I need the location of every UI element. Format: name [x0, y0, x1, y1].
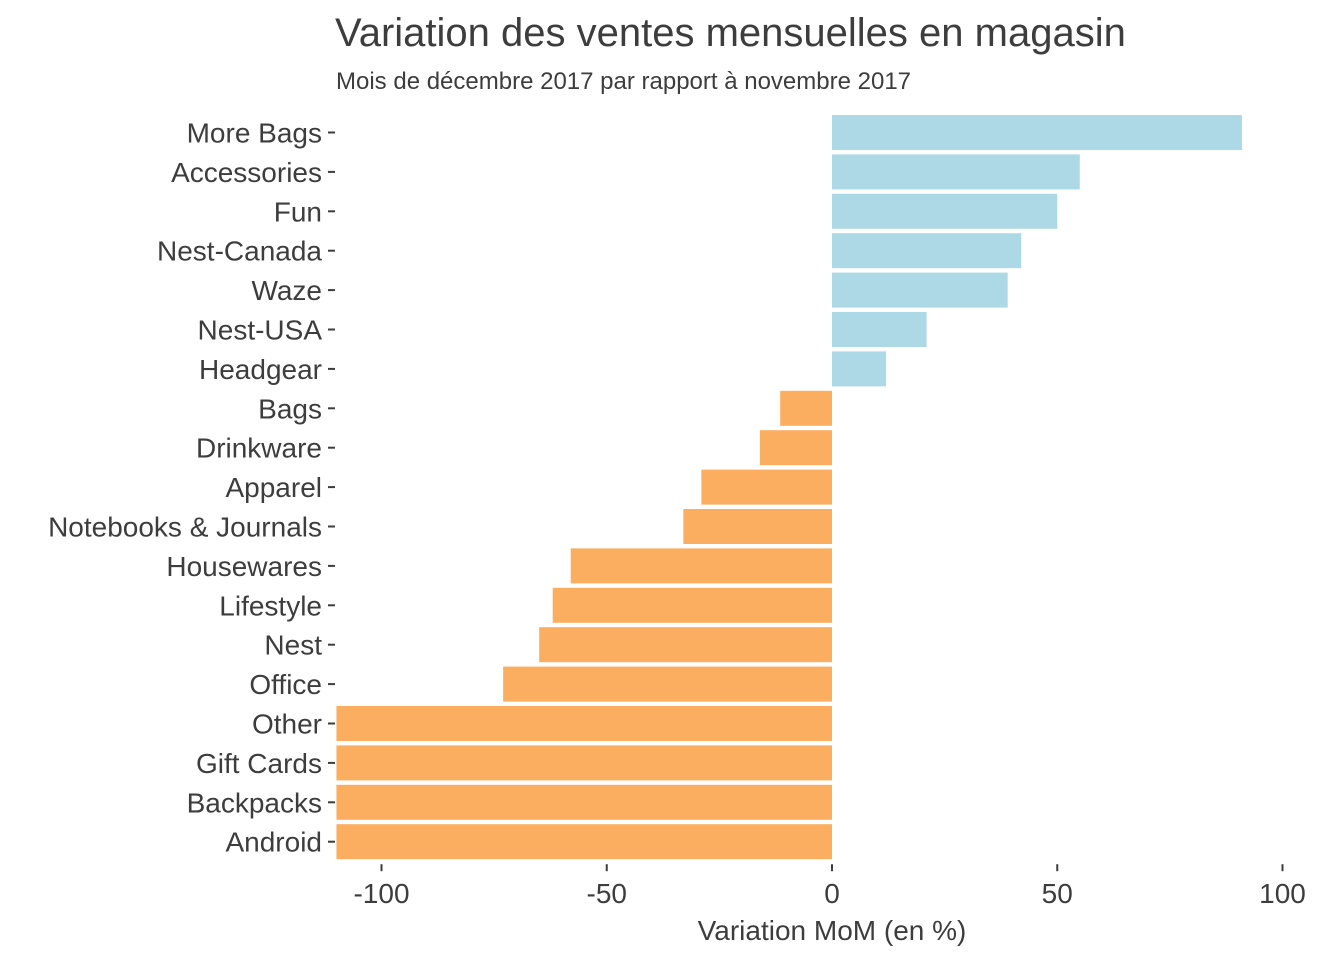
category-label-other: Other [252, 709, 322, 740]
chart-title: Variation des ventes mensuelles en magas… [335, 11, 1126, 55]
bar-office [503, 666, 832, 702]
bar-android [336, 824, 832, 860]
chart-subtitle: Mois de décembre 2017 par rapport à nove… [336, 68, 911, 95]
category-label-nest-usa: Nest-USA [198, 315, 323, 346]
category-label-gift-cards: Gift Cards [196, 748, 322, 779]
category-label-headgear: Headgear [199, 354, 322, 385]
category-label-drinkware: Drinkware [196, 433, 322, 464]
bar-backpacks [336, 784, 832, 820]
bar-apparel [701, 469, 832, 505]
category-label-waze: Waze [251, 275, 322, 306]
bar-more-bags [832, 115, 1242, 150]
category-label-office: Office [249, 669, 322, 700]
bar-gift-cards [336, 745, 832, 781]
x-tick-label-0: 0 [824, 878, 840, 909]
category-label-android: Android [225, 827, 322, 858]
category-label-notebooks-journals: Notebooks & Journals [48, 512, 322, 543]
category-label-nest-canada: Nest-Canada [157, 236, 322, 267]
category-label-apparel: Apparel [225, 472, 322, 503]
x-axis-title: Variation MoM (en %) [698, 915, 967, 946]
category-label-lifestyle: Lifestyle [219, 590, 322, 621]
bar-accessories [832, 154, 1080, 190]
bar-drinkware [759, 430, 832, 466]
category-label-bags: Bags [258, 393, 322, 424]
x-tick-label-50: 50 [1042, 878, 1073, 909]
bar-waze [832, 272, 1008, 308]
bar-other [336, 706, 832, 741]
bar-nest-usa [832, 312, 927, 347]
bar-headgear [832, 351, 887, 387]
category-label-accessories: Accessories [171, 157, 322, 188]
bar-nest-canada [832, 233, 1022, 269]
category-label-housewares: Housewares [166, 551, 322, 582]
x-tick-label-minus-50: -50 [587, 878, 627, 909]
bar-housewares [570, 548, 832, 584]
category-label-more-bags: More Bags [187, 118, 322, 149]
x-axis: -100 -50 0 50 100 [353, 864, 1306, 909]
bar-nest [539, 627, 832, 663]
bars-group [336, 115, 1242, 860]
bar-fun [832, 193, 1058, 229]
bar-lifestyle [552, 587, 832, 623]
x-tick-label-100: 100 [1259, 878, 1306, 909]
x-tick-label-minus-100: -100 [353, 878, 409, 909]
category-labels: More Bags Accessories Fun Nest-Canada Waze Ne… [48, 118, 335, 858]
category-label-backpacks: Backpacks [187, 787, 322, 818]
bar-bags [780, 390, 832, 426]
bar-notebooks-journals [683, 509, 832, 544]
category-label-fun: Fun [274, 196, 322, 227]
category-label-nest: Nest [264, 630, 322, 661]
